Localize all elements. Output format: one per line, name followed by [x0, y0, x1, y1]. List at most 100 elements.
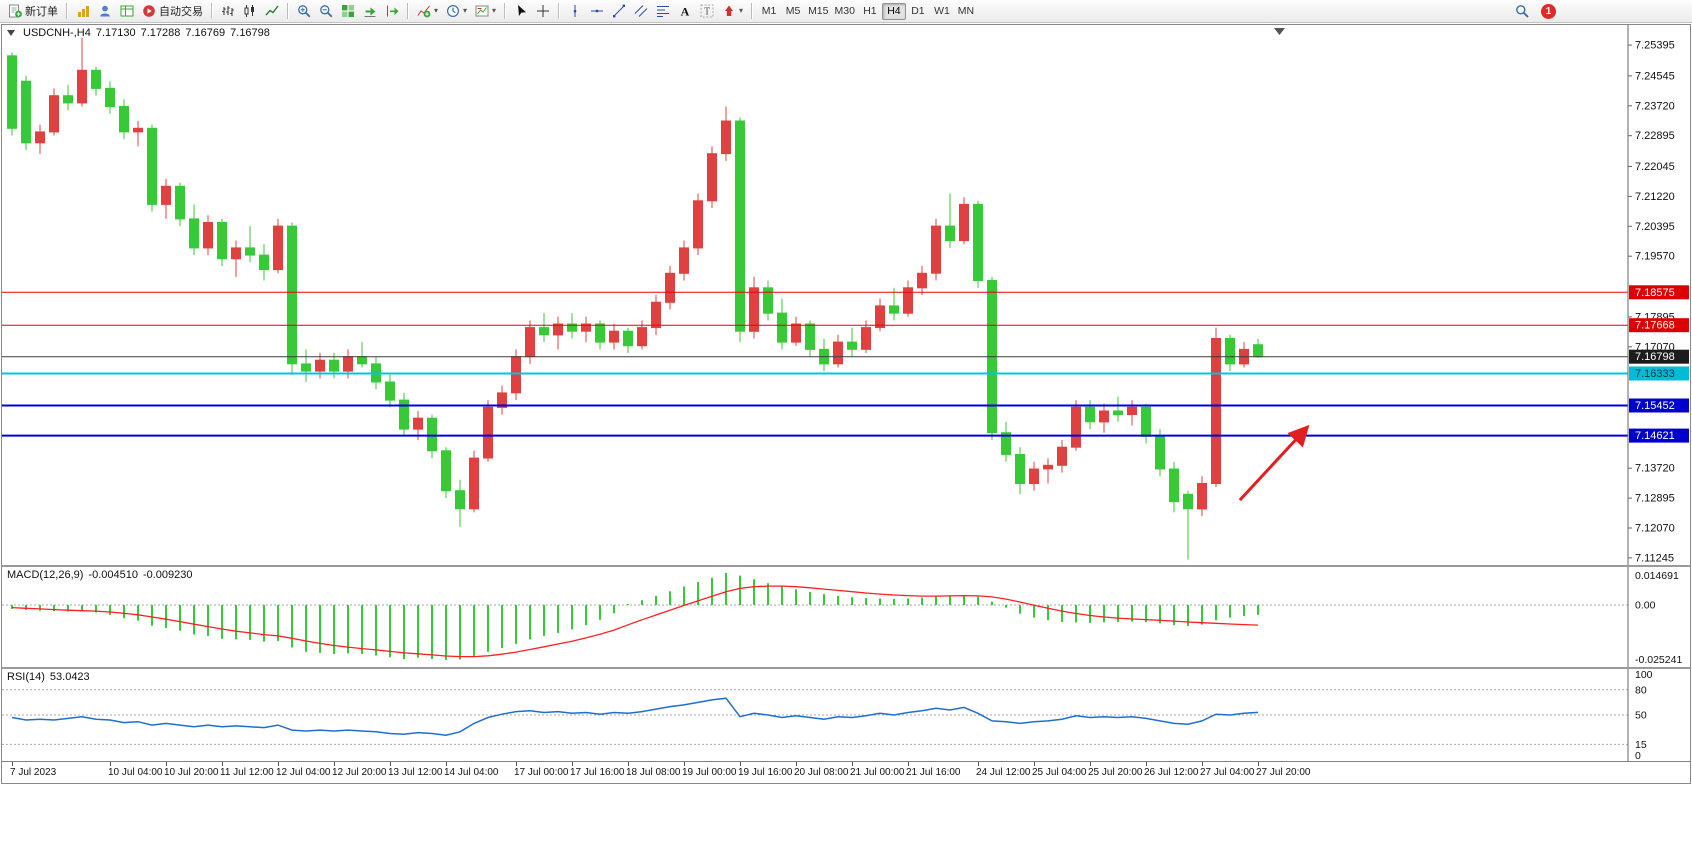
- templates-button[interactable]: ▾: [471, 2, 500, 21]
- zoom-in-button[interactable]: [293, 2, 315, 21]
- chart-shift-marker-icon[interactable]: [1274, 28, 1285, 35]
- time-label: 21 Jul 16:00: [906, 767, 961, 778]
- cursor-button[interactable]: [510, 2, 532, 21]
- panel-separator-rsi[interactable]: [2, 667, 1690, 669]
- macd-chart[interactable]: 0.014691 0.00 -0.025241: [2, 567, 1690, 667]
- indicators-button[interactable]: ▾: [413, 2, 442, 21]
- time-tick: [1258, 762, 1259, 766]
- time-tick: [516, 762, 517, 766]
- one-click-trading-toggle-icon[interactable]: [7, 30, 15, 36]
- arrows-button[interactable]: ▾: [718, 2, 747, 21]
- time-label: 11 Jul 12:00: [220, 767, 274, 778]
- periods-icon: [446, 4, 460, 18]
- main-price-chart[interactable]: 7.25395 7.24545 7.23720 7.22895 7.22045 7.212…: [2, 25, 1690, 565]
- time-axis[interactable]: 7 Jul 2023 10 Jul 04:00 10 Jul 20:00 11 Jul…: [2, 761, 1690, 783]
- new-order-label: 新订单: [25, 6, 58, 18]
- macd-scale[interactable]: 0.014691 0.00 -0.025241: [1627, 567, 1682, 667]
- time-label: 18 Jul 08:00: [626, 767, 681, 778]
- timeframe-m15[interactable]: M15: [805, 3, 831, 20]
- time-label: 27 Jul 04:00: [1200, 767, 1255, 778]
- time-tick: [908, 762, 909, 766]
- chevron-down-icon: ▾: [434, 6, 439, 15]
- timeframe-m1[interactable]: M1: [757, 3, 781, 20]
- horizontal-line-button[interactable]: [586, 2, 608, 21]
- text-label-button[interactable]: T: [696, 2, 718, 21]
- timeframe-m5[interactable]: M5: [781, 3, 805, 20]
- vertical-line-button[interactable]: [564, 2, 586, 21]
- time-tick: [572, 762, 573, 766]
- auto-scroll-icon: [363, 4, 377, 18]
- text-button[interactable]: A: [674, 2, 696, 21]
- macd-panel: 0.014691 0.00 -0.025241 MACD(12,26,9) -0.0…: [2, 567, 1690, 667]
- new-chart-button[interactable]: [72, 2, 94, 21]
- notification-badge[interactable]: 1: [1541, 3, 1556, 19]
- time-tick: [628, 762, 629, 766]
- svg-text:7.13720: 7.13720: [1635, 463, 1675, 475]
- zoom-out-button[interactable]: [315, 2, 337, 21]
- svg-text:7.12895: 7.12895: [1635, 493, 1675, 505]
- time-tick: [390, 762, 391, 766]
- time-tick: [278, 762, 279, 766]
- svg-text:T: T: [704, 7, 710, 18]
- svg-text:15: 15: [1635, 739, 1647, 751]
- line-chart-mode-icon: [265, 4, 279, 18]
- price-badge: [1629, 285, 1689, 300]
- timeframe-d1[interactable]: D1: [906, 3, 930, 20]
- macd-signal-line: [11, 585, 1259, 658]
- zoom-in-icon: [297, 4, 311, 18]
- timeframe-w1[interactable]: W1: [930, 3, 954, 20]
- svg-text:7.22895: 7.22895: [1635, 130, 1675, 142]
- tile-windows-button[interactable]: [337, 2, 359, 21]
- svg-text:7.24545: 7.24545: [1635, 70, 1675, 82]
- time-label: 12 Jul 04:00: [276, 767, 331, 778]
- search-button[interactable]: [1511, 2, 1533, 21]
- candlestick-mode-button[interactable]: [239, 2, 261, 21]
- chevron-down-icon: ▾: [492, 6, 497, 15]
- panel-separator-macd[interactable]: [2, 565, 1690, 567]
- toolbar-right-cluster: 1: [1511, 2, 1688, 21]
- time-label: 12 Jul 20:00: [332, 767, 387, 778]
- candles: [7, 37, 1263, 560]
- time-label: 27 Jul 20:00: [1256, 767, 1311, 778]
- fibonacci-button[interactable]: [652, 2, 674, 21]
- timeframe-h4[interactable]: H4: [881, 2, 906, 20]
- horizontal-line-icon: [590, 4, 604, 18]
- svg-text:0.00: 0.00: [1635, 600, 1656, 612]
- trend-arrow-annotation[interactable]: [1238, 424, 1310, 502]
- new-order-button[interactable]: 新订单: [4, 2, 62, 21]
- time-tick: [852, 762, 853, 766]
- svg-text:7.20395: 7.20395: [1635, 221, 1675, 233]
- price-badge: [1629, 318, 1689, 333]
- time-tick: [446, 762, 447, 766]
- time-tick: [110, 762, 111, 766]
- periods-button[interactable]: ▾: [442, 2, 471, 21]
- profiles-button[interactable]: [94, 2, 116, 21]
- toolbar-separator: [66, 3, 68, 19]
- auto-trading-button[interactable]: 自动交易: [138, 2, 207, 21]
- toolbar-separator: [751, 3, 754, 19]
- data-window-button[interactable]: [116, 2, 138, 21]
- price-scale[interactable]: 7.25395 7.24545 7.23720 7.22895 7.22045 7.212…: [1627, 25, 1689, 565]
- bar-chart-mode-button[interactable]: [217, 2, 239, 21]
- rsi-chart[interactable]: 100 80 50 150: [2, 669, 1690, 761]
- rsi-scale[interactable]: 100 80 50 150: [1627, 669, 1653, 761]
- timeframe-m30[interactable]: M30: [832, 3, 858, 20]
- auto-scroll-button[interactable]: [359, 2, 381, 21]
- svg-text:A: A: [681, 5, 690, 19]
- time-label: 21 Jul 00:00: [850, 767, 905, 778]
- svg-text:100: 100: [1635, 669, 1653, 681]
- crosshair-button[interactable]: [532, 2, 554, 21]
- timeframe-mn[interactable]: MN: [954, 3, 978, 20]
- chart-shift-button[interactable]: [381, 2, 403, 21]
- svg-text:7.16333: 7.16333: [1635, 368, 1675, 380]
- svg-text:7.18575: 7.18575: [1635, 287, 1675, 299]
- vertical-line-icon: [568, 4, 582, 18]
- trendline-button[interactable]: [608, 2, 630, 21]
- time-label: 26 Jul 12:00: [1144, 767, 1199, 778]
- text-icon: A: [678, 4, 692, 19]
- line-chart-mode-button[interactable]: [261, 2, 283, 21]
- price-badge: [1629, 349, 1689, 364]
- svg-text:7.17668: 7.17668: [1635, 320, 1675, 332]
- timeframe-h1[interactable]: H1: [858, 3, 882, 20]
- equidistant-channel-button[interactable]: [630, 2, 652, 21]
